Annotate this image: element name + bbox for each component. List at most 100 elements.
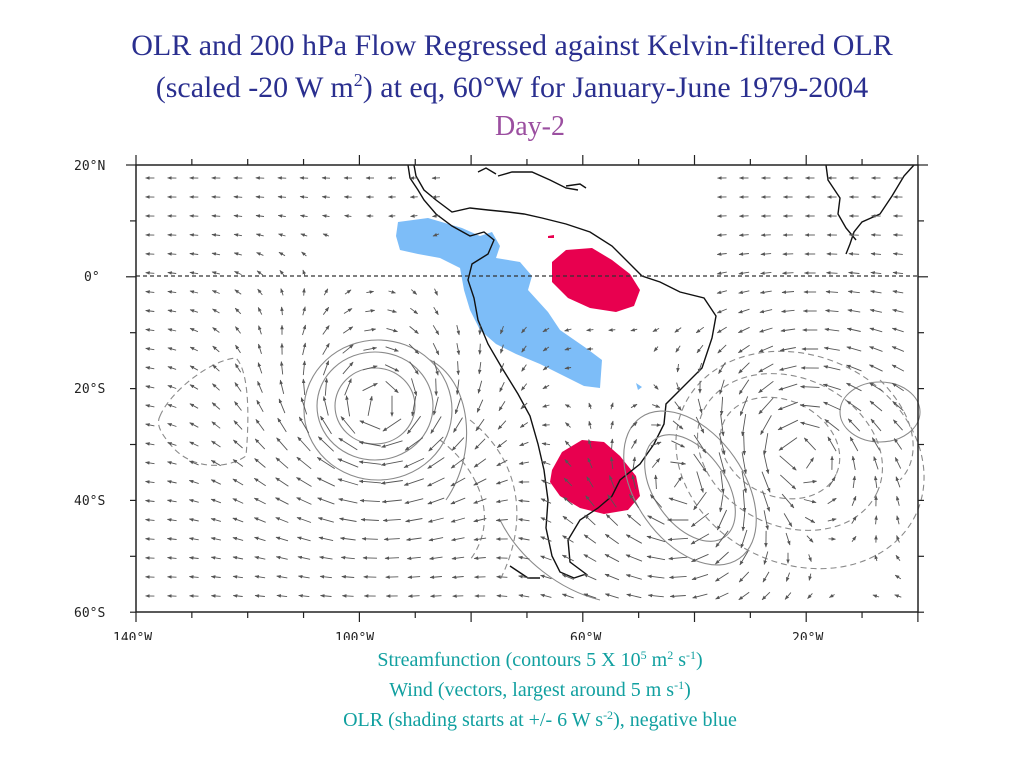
wind-vector — [870, 271, 882, 275]
axis-ticks — [126, 155, 928, 622]
wind-vector — [562, 535, 574, 543]
wind-vector — [896, 495, 900, 506]
wind-vector — [344, 289, 352, 295]
wind-vector — [254, 458, 266, 468]
wind-vector — [407, 575, 421, 579]
wind-vector — [188, 575, 199, 579]
wind-vector — [212, 383, 220, 391]
wind-vector — [381, 499, 402, 504]
wind-vector — [454, 398, 462, 415]
wind-vector — [256, 399, 264, 413]
wind-vector — [167, 404, 177, 408]
wind-vector — [298, 594, 310, 598]
wind-vector — [345, 395, 351, 417]
wind-vector — [232, 517, 244, 523]
wind-vector — [234, 307, 242, 315]
wind-vector — [278, 251, 286, 257]
wind-vector — [671, 440, 686, 448]
wind-vector — [450, 497, 466, 505]
wind-vector — [188, 460, 199, 466]
wind-vector — [279, 361, 284, 375]
wind-vector — [430, 416, 442, 434]
wind-vector — [299, 214, 308, 218]
wind-vector — [500, 325, 504, 335]
wind-vector — [232, 575, 243, 579]
wind-vector — [232, 498, 244, 504]
wind-vector — [716, 233, 727, 237]
wind-vector — [381, 440, 403, 448]
wind-vector — [846, 327, 861, 332]
lat-label-60s: 60°S — [74, 606, 105, 621]
wind-vector — [234, 270, 242, 276]
wind-vector — [411, 289, 418, 295]
wind-vector — [145, 518, 155, 522]
wind-vector — [429, 575, 442, 579]
wind-vector — [189, 290, 199, 294]
wind-vector — [145, 537, 155, 541]
wind-vector — [322, 325, 330, 335]
wind-vector — [800, 384, 820, 389]
map-frame — [135, 164, 919, 613]
wind-vector — [630, 403, 638, 409]
wind-vector — [211, 252, 221, 256]
wind-vector — [715, 551, 729, 565]
wind-vector — [167, 309, 177, 313]
wind-vector — [647, 574, 665, 579]
wind-vector — [785, 572, 791, 582]
title-line-1: OLR and 200 hPa Flow Regressed against K… — [131, 29, 893, 62]
wind-vector — [189, 441, 199, 447]
title-line-2-part-a: (scaled -20 W m — [155, 71, 354, 104]
wind-vector — [434, 288, 438, 296]
wind-vector — [344, 214, 352, 218]
wind-vector — [232, 459, 244, 467]
wind-vector — [189, 271, 199, 275]
wind-vector — [604, 573, 620, 581]
wind-vector — [211, 421, 221, 429]
wind-vector — [869, 400, 883, 412]
wind-vector — [188, 518, 199, 522]
wind-vector — [316, 477, 335, 487]
wind-vector — [253, 497, 266, 505]
wind-vector — [868, 364, 883, 372]
wind-vector — [646, 555, 666, 561]
wind-vector — [896, 515, 900, 525]
streamfunction-negative-contours — [157, 350, 925, 581]
wind-vector — [632, 456, 637, 470]
wind-vector — [322, 360, 330, 376]
wind-vector — [894, 574, 902, 580]
wind-vector — [257, 306, 263, 315]
wind-vector — [630, 421, 638, 429]
wind-vector — [784, 592, 792, 600]
wind-vector — [233, 195, 243, 199]
wind-vector — [167, 423, 177, 427]
wind-vector — [716, 290, 728, 295]
regression-map: 20°N 0° 20°S 40°S 60°S 140°W 100°W 60°W … — [74, 155, 928, 640]
wind-vector — [781, 290, 795, 294]
wind-vector — [359, 498, 380, 503]
wind-vector — [358, 440, 381, 447]
caption-1-sup-1: 5 — [640, 647, 647, 662]
wind-vector — [738, 379, 750, 395]
wind-vector — [610, 438, 614, 450]
wind-vector — [279, 379, 285, 395]
wind-vector — [167, 556, 177, 560]
wind-vector — [715, 592, 729, 600]
lat-label-20n: 20°N — [74, 159, 105, 174]
wind-vector — [521, 345, 527, 353]
wind-vector — [410, 214, 418, 218]
wind-vector — [340, 416, 356, 434]
wind-vector — [608, 328, 616, 332]
wind-vector — [233, 252, 242, 256]
wind-vector — [451, 556, 465, 561]
wind-vector — [518, 555, 530, 560]
wind-vector — [561, 554, 574, 562]
wind-vector — [604, 533, 619, 545]
wind-vector — [759, 290, 772, 295]
wind-vector — [758, 397, 774, 415]
wind-vector — [652, 404, 661, 408]
wind-vector — [296, 517, 312, 523]
wind-vector — [852, 475, 857, 489]
caption-olr: OLR (shading starts at +/- 6 W s-2), neg… — [160, 705, 920, 735]
wind-vector — [800, 421, 820, 429]
wind-vector — [498, 401, 506, 412]
